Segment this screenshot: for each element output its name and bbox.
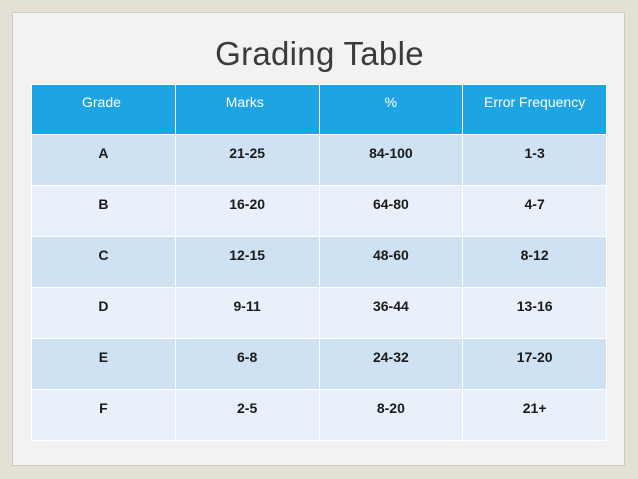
cell-marks: 6-8 (174, 338, 320, 390)
cell-marks: 12-15 (174, 236, 320, 288)
cell-error-frequency: 21+ (462, 389, 607, 441)
cell-grade: B (31, 185, 176, 237)
cell-percent: 36-44 (318, 287, 464, 339)
table-row: A 21-25 84-100 1-3 (31, 134, 607, 186)
cell-marks: 9-11 (174, 287, 320, 339)
cell-error-frequency: 17-20 (462, 338, 607, 390)
cell-percent: 48-60 (318, 236, 464, 288)
column-header-error-frequency: Error Frequency (462, 84, 607, 135)
cell-grade: D (31, 287, 176, 339)
cell-error-frequency: 8-12 (462, 236, 607, 288)
table-row: E 6-8 24-32 17-20 (31, 338, 607, 390)
cell-percent: 84-100 (318, 134, 464, 186)
table-row: B 16-20 64-80 4-7 (31, 185, 607, 237)
column-header-percent: % (318, 84, 464, 135)
table-row: F 2-5 8-20 21+ (31, 389, 607, 441)
slide: Grading Table Grade Marks % Error Freque… (12, 12, 625, 466)
cell-grade: A (31, 134, 176, 186)
cell-error-frequency: 1-3 (462, 134, 607, 186)
grading-table: Grade Marks % Error Frequency A 21-25 84… (31, 84, 607, 441)
slide-title: Grading Table (215, 35, 424, 72)
cell-marks: 2-5 (174, 389, 320, 441)
column-header-grade: Grade (31, 84, 176, 135)
cell-marks: 16-20 (174, 185, 320, 237)
cell-grade: E (31, 338, 176, 390)
table-row: D 9-11 36-44 13-16 (31, 287, 607, 339)
cell-grade: C (31, 236, 176, 288)
cell-percent: 64-80 (318, 185, 464, 237)
cell-percent: 24-32 (318, 338, 464, 390)
table-row: C 12-15 48-60 8-12 (31, 236, 607, 288)
cell-percent: 8-20 (318, 389, 464, 441)
column-header-marks: Marks (174, 84, 320, 135)
cell-grade: F (31, 389, 176, 441)
cell-marks: 21-25 (174, 134, 320, 186)
cell-error-frequency: 13-16 (462, 287, 607, 339)
table-header-row: Grade Marks % Error Frequency (31, 84, 607, 135)
cell-error-frequency: 4-7 (462, 185, 607, 237)
